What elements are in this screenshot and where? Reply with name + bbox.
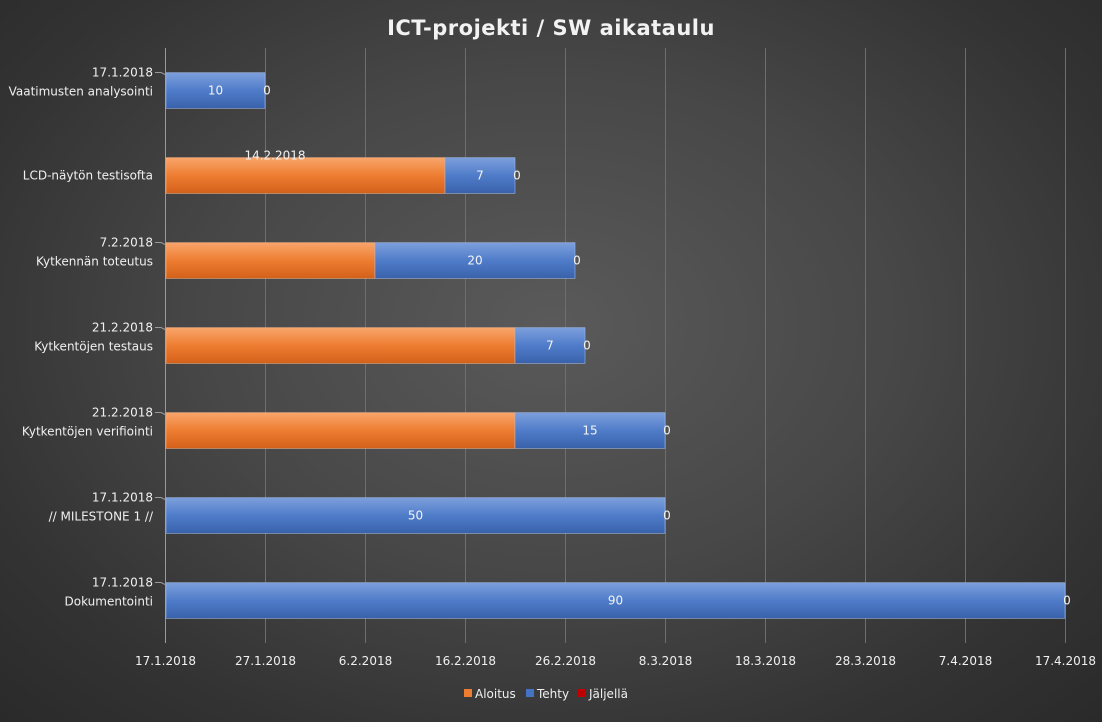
legend-label: Tehty	[536, 687, 569, 701]
category-label: // MILESTONE 1 //	[49, 510, 154, 524]
x-tick-label: 16.2.2018	[435, 654, 496, 668]
bar-aloitus	[165, 327, 516, 364]
start-date-label: 21.2.2018	[92, 321, 153, 335]
x-tick-label: 7.4.2018	[939, 654, 992, 668]
start-date-label: 21.2.2018	[92, 406, 153, 420]
data-label-jaljella: 0	[263, 84, 271, 98]
x-tick-label: 6.2.2018	[339, 654, 392, 668]
legend-label: Aloitus	[475, 687, 516, 701]
data-label-tehty: 15	[582, 424, 597, 438]
legend-swatch	[464, 689, 472, 697]
x-tick-label: 26.2.2018	[535, 654, 596, 668]
legend-swatch	[578, 689, 586, 697]
category-label: Kytkentöjen verifiointi	[22, 425, 153, 439]
grid-layer	[165, 48, 1066, 643]
data-label-jaljella: 0	[663, 424, 671, 438]
start-date-label: 17.1.2018	[92, 491, 153, 505]
data-label-tehty: 50	[408, 509, 423, 523]
leader-line	[155, 582, 166, 585]
bar-tehty	[514, 412, 666, 449]
data-label-tehty: 7	[546, 339, 554, 353]
leader-line	[155, 327, 166, 330]
leader-line	[155, 72, 166, 75]
data-label-jaljella: 0	[1063, 594, 1071, 608]
bar-tehty	[165, 582, 1066, 619]
bar-tehty	[444, 157, 516, 194]
data-label-jaljella: 0	[513, 169, 521, 183]
category-label: LCD-näytön testisofta	[23, 169, 153, 183]
bar-tehty	[165, 497, 666, 534]
data-label-jaljella: 0	[583, 339, 591, 353]
x-tick-label: 17.1.2018	[135, 654, 196, 668]
category-label: Vaatimusten analysointi	[9, 85, 153, 99]
leader-line	[155, 497, 166, 500]
bar-tehty	[514, 327, 586, 364]
bar-tehty	[374, 242, 576, 279]
data-label-tehty: 10	[208, 84, 223, 98]
bar-tehty	[165, 72, 266, 109]
leader-line	[155, 412, 166, 415]
category-label: Dokumentointi	[65, 595, 153, 609]
leader-line	[155, 242, 166, 245]
category-label: Kytkentöjen testaus	[34, 340, 153, 354]
x-tick-label: 17.4.2018	[1035, 654, 1096, 668]
data-label-tehty: 20	[467, 254, 482, 268]
x-tick-label: 8.3.2018	[639, 654, 692, 668]
legend-swatch	[526, 689, 534, 697]
data-label-jaljella: 0	[663, 509, 671, 523]
category-label: Kytkennän toteutus	[36, 255, 153, 269]
legend-label: Jäljellä	[588, 687, 628, 701]
data-label-tehty: 90	[608, 594, 623, 608]
data-label-tehty: 7	[476, 169, 484, 183]
bar-aloitus	[165, 412, 516, 449]
data-label-jaljella: 0	[573, 254, 581, 268]
start-date-label: 7.2.2018	[100, 236, 153, 250]
bar-layer	[165, 72, 1066, 619]
x-tick-label: 27.1.2018	[235, 654, 296, 668]
label-layer: 17.1.2018 27.1.2018 6.2.2018 16.2.2018 26.2.…	[9, 66, 1096, 669]
start-date-label: 14.2.2018	[244, 149, 305, 163]
x-tick-label: 18.3.2018	[735, 654, 796, 668]
bar-aloitus	[165, 157, 446, 194]
legend: Aloitus Tehty Jäljellä	[464, 687, 628, 701]
chart-title: ICT-projekti / SW aikataulu	[387, 16, 715, 40]
start-date-label: 17.1.2018	[92, 576, 153, 590]
start-date-label: 17.1.2018	[92, 66, 153, 80]
x-tick-label: 28.3.2018	[835, 654, 896, 668]
bar-aloitus	[165, 242, 376, 279]
